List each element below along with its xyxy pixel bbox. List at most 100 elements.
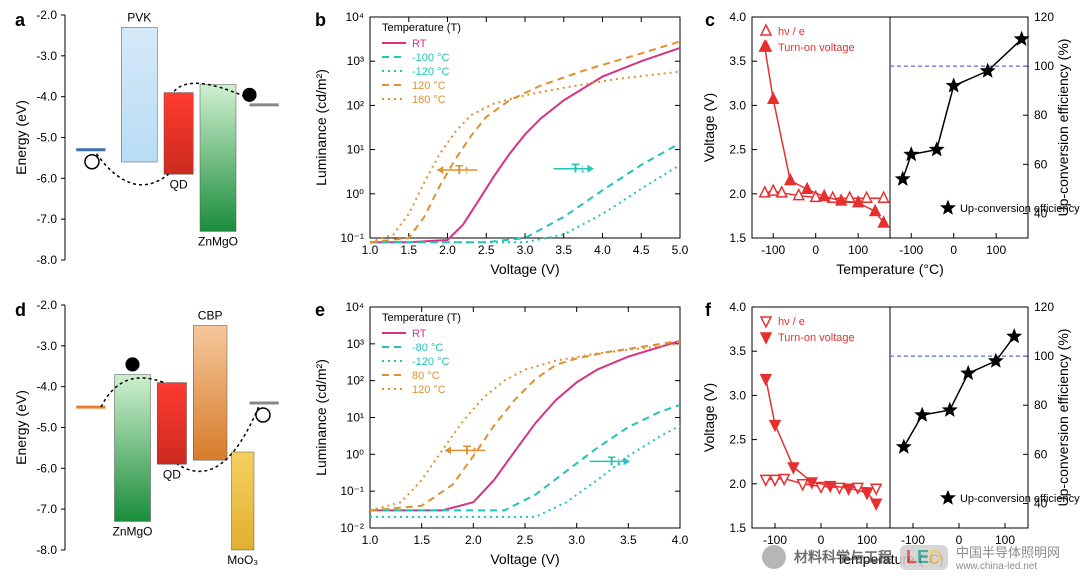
svg-text:10⁴: 10⁴ [345, 300, 364, 314]
svg-text:3.0: 3.0 [729, 388, 746, 402]
svg-text:2.5: 2.5 [729, 433, 746, 447]
svg-text:2.0: 2.0 [729, 477, 746, 491]
svg-text:Up-conversion efficiency (%): Up-conversion efficiency (%) [1055, 39, 1071, 217]
svg-text:100: 100 [1034, 349, 1054, 363]
svg-text:Up-conversion efficiency: Up-conversion efficiency [960, 493, 1080, 505]
panel-label-a: a [15, 10, 25, 31]
panel-label-b: b [315, 10, 326, 31]
svg-text:3.0: 3.0 [729, 98, 746, 112]
svg-text:ZnMgO: ZnMgO [198, 234, 238, 248]
svg-text:Energy (eV): Energy (eV) [13, 390, 29, 465]
svg-text:2.0: 2.0 [465, 533, 482, 547]
svg-text:80: 80 [1034, 108, 1048, 122]
svg-text:-120 °C: -120 °C [412, 66, 449, 78]
svg-text:-8.0: -8.0 [36, 543, 57, 557]
svg-text:10³: 10³ [347, 54, 364, 68]
svg-text:1.0: 1.0 [362, 243, 379, 257]
svg-text:10⁻¹: 10⁻¹ [340, 231, 364, 245]
svg-text:100: 100 [1034, 59, 1054, 73]
svg-text:60: 60 [1034, 447, 1048, 461]
watermark-text-1: 材料科学与工程 [794, 547, 892, 567]
svg-text:Up-conversion efficiency (%): Up-conversion efficiency (%) [1055, 329, 1071, 507]
svg-text:120: 120 [1034, 10, 1054, 24]
svg-text:hν / e: hν / e [778, 26, 805, 38]
svg-text:1.5: 1.5 [400, 243, 417, 257]
svg-text:Luminance (cd/m²): Luminance (cd/m²) [313, 359, 329, 476]
svg-text:4.5: 4.5 [633, 243, 650, 257]
svg-text:0: 0 [950, 243, 957, 257]
svg-text:2.5: 2.5 [478, 243, 495, 257]
svg-text:0: 0 [812, 243, 819, 257]
panel-label-c: c [705, 10, 715, 31]
svg-text:-3.0: -3.0 [36, 339, 57, 353]
panel-a: a -8.0-7.0-6.0-5.0-4.0-3.0-2.0Energy (eV… [10, 5, 300, 285]
svg-text:ZnMgO: ZnMgO [112, 524, 152, 538]
svg-text:-7.0: -7.0 [36, 212, 57, 226]
svg-text:PVK: PVK [127, 10, 151, 24]
panel-c: c -100-100001001001.52.02.53.03.54.04060… [700, 5, 1080, 285]
svg-text:-100: -100 [899, 243, 923, 257]
svg-text:Voltage (V): Voltage (V) [701, 93, 717, 162]
svg-text:4.0: 4.0 [594, 243, 611, 257]
svg-text:RT: RT [412, 38, 427, 50]
svg-text:-5.0: -5.0 [36, 131, 57, 145]
svg-text:10³: 10³ [347, 337, 364, 351]
svg-text:-8.0: -8.0 [36, 253, 57, 267]
svg-text:3.5: 3.5 [729, 344, 746, 358]
svg-text:80: 80 [1034, 398, 1048, 412]
svg-text:-100 °C: -100 °C [412, 52, 449, 64]
svg-text:-4.0: -4.0 [36, 380, 57, 394]
svg-text:4.0: 4.0 [729, 10, 746, 24]
svg-text:MoO₃: MoO₃ [227, 553, 258, 567]
svg-text:Voltage (V): Voltage (V) [701, 383, 717, 452]
svg-text:10⁴: 10⁴ [345, 10, 364, 24]
svg-text:10¹: 10¹ [347, 411, 364, 425]
svg-text:10⁻¹: 10⁻¹ [340, 484, 364, 498]
svg-text:-6.0: -6.0 [36, 171, 57, 185]
led-logo: LED [900, 545, 948, 570]
svg-text:3.0: 3.0 [517, 243, 534, 257]
panel-e: e 1.01.52.02.53.03.54.010⁻²10⁻¹10⁰10¹10²… [310, 295, 690, 575]
svg-text:-3.0: -3.0 [36, 49, 57, 63]
svg-text:10⁰: 10⁰ [346, 187, 364, 201]
svg-text:60: 60 [1034, 157, 1048, 171]
watermark-url: www.china-led.net [956, 561, 1060, 572]
svg-text:2.5: 2.5 [517, 533, 534, 547]
svg-text:1.5: 1.5 [413, 533, 430, 547]
svg-text:10²: 10² [347, 98, 364, 112]
svg-text:80 °C: 80 °C [412, 370, 440, 382]
svg-text:2.5: 2.5 [729, 143, 746, 157]
svg-text:1.5: 1.5 [729, 521, 746, 535]
panel-label-f: f [705, 300, 711, 321]
wechat-icon [762, 545, 786, 569]
svg-text:Energy (eV): Energy (eV) [13, 100, 29, 175]
svg-text:QD: QD [163, 467, 181, 481]
svg-text:160 °C: 160 °C [412, 94, 446, 106]
svg-text:Luminance (cd/m²): Luminance (cd/m²) [313, 69, 329, 186]
svg-text:-100: -100 [761, 243, 785, 257]
svg-text:QD: QD [170, 177, 188, 191]
svg-text:120 °C: 120 °C [412, 384, 446, 396]
svg-text:-80 °C: -80 °C [412, 342, 443, 354]
svg-text:10¹: 10¹ [347, 143, 364, 157]
svg-text:10⁻²: 10⁻² [340, 521, 364, 535]
svg-text:-6.0: -6.0 [36, 461, 57, 475]
watermark: 材料科学与工程 LED 中国半导体照明网 www.china-led.net [762, 542, 1060, 572]
svg-text:-120 °C: -120 °C [412, 356, 449, 368]
svg-text:Temperature (T): Temperature (T) [382, 22, 461, 34]
svg-text:4.0: 4.0 [729, 300, 746, 314]
svg-text:hν / e: hν / e [778, 316, 805, 328]
svg-text:-2.0: -2.0 [36, 298, 57, 312]
svg-text:10⁰: 10⁰ [346, 447, 364, 461]
svg-text:Turn-on voltage: Turn-on voltage [778, 332, 855, 344]
svg-text:-2.0: -2.0 [36, 8, 57, 22]
svg-text:Voltage (V): Voltage (V) [490, 261, 559, 277]
svg-text:10²: 10² [347, 374, 364, 388]
svg-text:Up-conversion efficiency: Up-conversion efficiency [960, 203, 1080, 215]
panel-f: f -100-100001001001.52.02.53.03.54.04060… [700, 295, 1080, 575]
svg-text:CBP: CBP [198, 308, 223, 322]
svg-text:3.5: 3.5 [729, 54, 746, 68]
svg-text:RT: RT [412, 328, 427, 340]
watermark-text-2: 中国半导体照明网 [956, 542, 1060, 561]
svg-text:5.0: 5.0 [672, 243, 689, 257]
